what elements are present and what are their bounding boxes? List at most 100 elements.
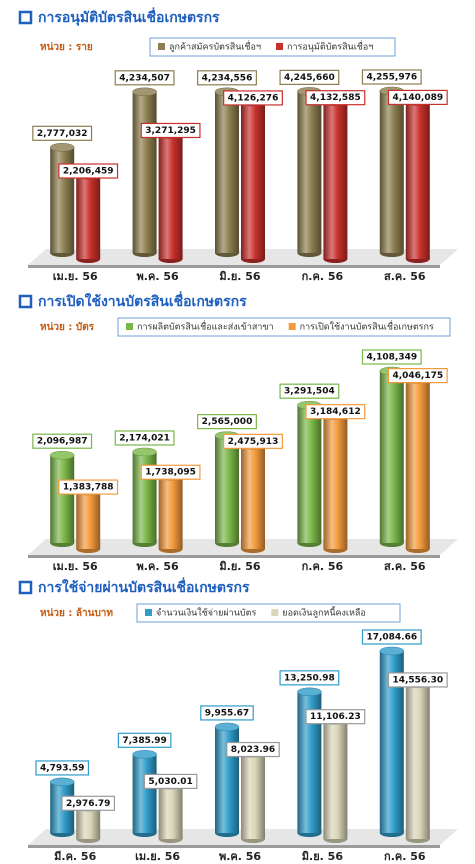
bar	[323, 720, 348, 839]
legend-label: การอนุมัติบัตรสินเชื่อฯ	[287, 40, 373, 53]
bar	[158, 476, 183, 549]
legend-swatch	[288, 323, 296, 330]
value-label: 1,738,095	[145, 468, 196, 478]
bar-top	[132, 87, 157, 97]
value-label: 17,084.66	[366, 633, 417, 643]
bar	[158, 134, 183, 259]
legend-label: การเปิดใช้งานบัตรสินเชื่อเกษตรกร	[300, 320, 434, 333]
bar	[241, 445, 265, 549]
bar	[297, 91, 322, 253]
value-label: 4,255,976	[366, 73, 417, 83]
x-tick-label: พ.ค. 56	[137, 560, 179, 573]
value-label-box	[305, 709, 366, 725]
bar-top	[49, 450, 75, 460]
unit-label: หน่วย : ล้านบาท	[40, 607, 113, 619]
value-label-box	[279, 383, 340, 399]
x-tick-label: ก.ค. 56	[302, 270, 344, 283]
value-label: 14,556.30	[392, 675, 443, 685]
value-label: 4,108,349	[366, 353, 417, 363]
bar	[76, 491, 101, 549]
value-label-box	[387, 672, 448, 688]
floor-edge	[28, 845, 440, 848]
bar	[323, 415, 348, 549]
bar-top	[379, 646, 405, 656]
value-label-box	[197, 70, 257, 86]
value-label: 4,245,660	[284, 73, 335, 83]
value-label: 2,976.79	[66, 799, 110, 809]
bar-top	[214, 722, 240, 732]
title-icon	[18, 294, 33, 309]
value-label: 5,030.01	[148, 777, 192, 787]
legend-box	[117, 317, 451, 337]
value-label: 3,291,504	[284, 387, 335, 397]
value-label: 2,206,459	[63, 167, 114, 177]
x-tick-label: พ.ค. 56	[137, 270, 179, 283]
legend-swatch	[276, 43, 283, 50]
x-tick-label: มิ.ย. 56	[219, 560, 261, 573]
value-label: 2,565,000	[202, 417, 253, 427]
value-label-box	[140, 464, 201, 480]
value-label-box	[387, 368, 448, 384]
value-label: 1,383,788	[63, 483, 114, 493]
value-label-box	[223, 90, 283, 106]
value-label-box	[361, 629, 422, 645]
value-label: 9,955.67	[205, 708, 249, 718]
title-icon	[18, 10, 33, 25]
value-label-box	[58, 479, 119, 495]
value-label-box	[226, 741, 280, 758]
x-tick-label: พ.ค. 56	[219, 850, 261, 863]
value-label-box	[305, 404, 366, 420]
x-tick-label: ส.ค. 56	[384, 270, 426, 283]
value-label: 2,174,021	[119, 433, 170, 443]
bar-top	[49, 777, 75, 787]
bar	[50, 455, 75, 543]
value-label-box	[361, 69, 422, 85]
bar	[379, 371, 404, 543]
value-label-box	[200, 705, 254, 721]
legend-swatch	[145, 609, 152, 616]
chart-title: การเปิดใช้งานบัตรสินเชื่อเกษตรกร	[38, 291, 247, 310]
bar	[50, 147, 75, 253]
bar	[379, 91, 404, 253]
value-label-box	[114, 70, 175, 86]
value-label: 4,793.59	[40, 763, 84, 773]
value-label-box	[58, 163, 119, 179]
x-tick-label: ก.ค. 56	[302, 560, 344, 573]
value-label-box	[32, 433, 93, 449]
legend-box	[136, 603, 401, 623]
value-label-box	[61, 795, 116, 811]
legend-box	[149, 37, 396, 57]
x-tick-label: เม.ย. 56	[135, 850, 180, 863]
value-label-box	[223, 433, 283, 449]
floor-edge	[28, 555, 440, 558]
legend-swatch	[126, 323, 133, 330]
bar	[405, 683, 430, 839]
bar	[76, 807, 101, 839]
value-label-box	[114, 430, 175, 446]
bar	[158, 785, 183, 839]
bar	[405, 101, 430, 260]
value-label: 4,132,585	[310, 93, 361, 103]
bar	[215, 91, 239, 253]
value-label-box	[361, 349, 422, 365]
value-label-box	[32, 125, 93, 141]
legend-label: จำนวนเงินใช้จ่ายผ่านบัตร	[156, 608, 256, 619]
legend-label: ยอดเงินลูกหนี้คงเหลือ	[282, 606, 366, 619]
x-tick-label: มิ.ย. 56	[219, 270, 261, 283]
bar	[241, 753, 265, 839]
value-label: 3,184,612	[310, 407, 361, 417]
x-tick-label: มิ.ย. 56	[302, 850, 344, 863]
bar	[132, 754, 157, 833]
value-label-box	[117, 732, 172, 748]
bar	[405, 379, 430, 549]
bar-top	[297, 687, 322, 697]
x-tick-label: มี.ค. 56	[54, 850, 96, 863]
value-label: 7,385.99	[122, 736, 166, 746]
bar	[241, 101, 265, 259]
value-label: 2,475,913	[228, 437, 279, 447]
floor-edge	[28, 265, 440, 268]
bar	[215, 435, 239, 543]
value-label: 11,106.23	[310, 712, 361, 722]
chart-title: การใช้จ่ายผ่านบัตรสินเชื่อเกษตรกร	[38, 577, 250, 596]
legend-label: ลูกค้าสมัครบัตรสินเชื่อฯ	[169, 40, 261, 53]
